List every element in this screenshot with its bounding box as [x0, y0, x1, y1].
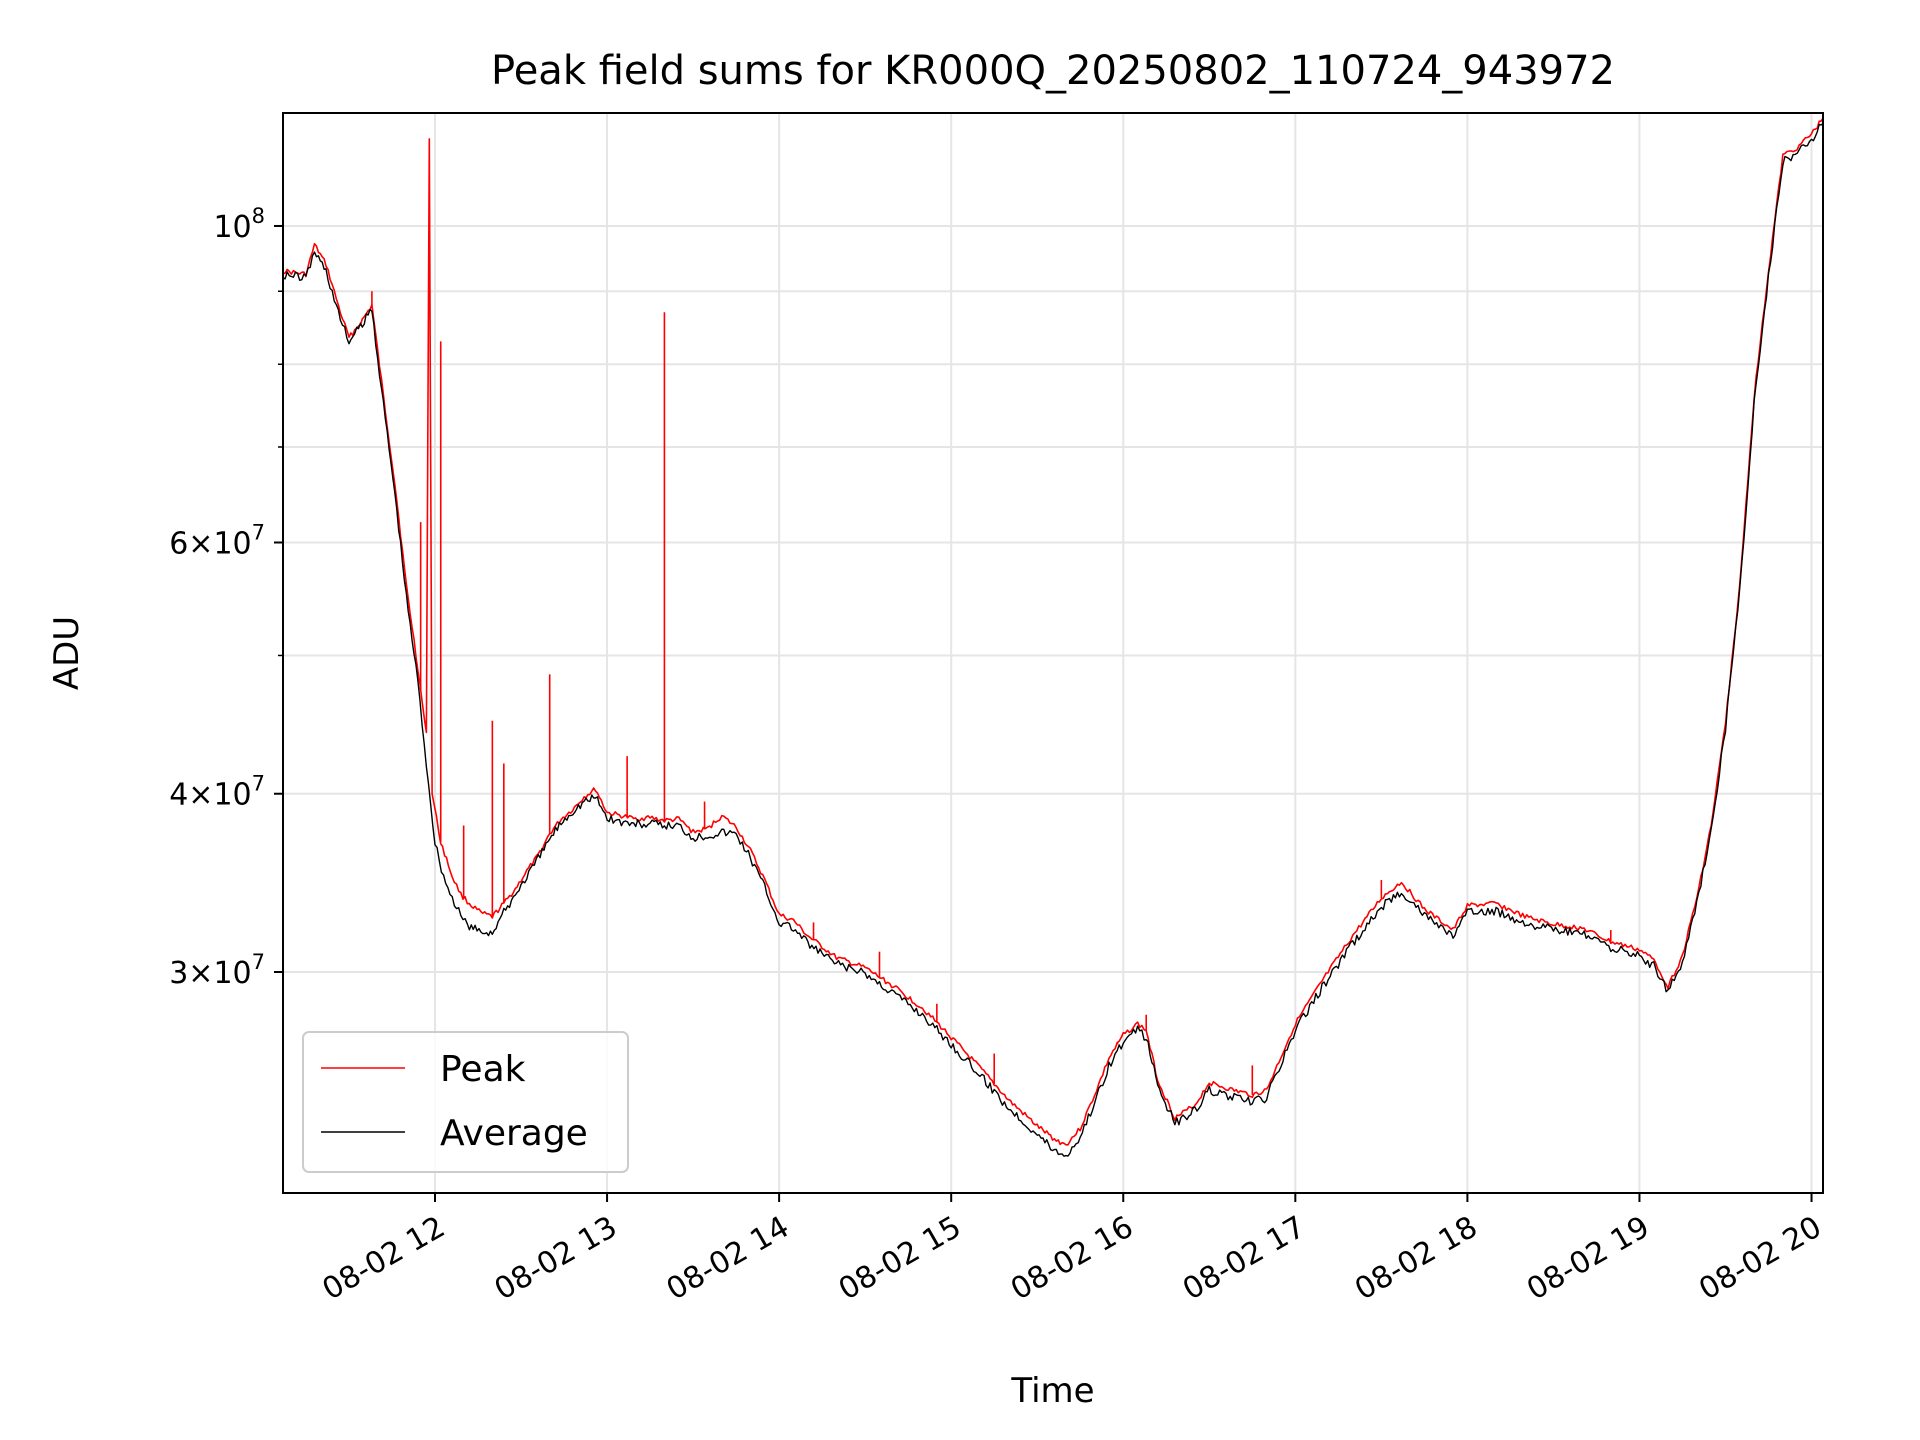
- y-tick-label: 108: [213, 204, 265, 245]
- y-tick-label: 4×107: [169, 772, 265, 813]
- y-tick-label: 3×107: [169, 950, 265, 991]
- plot-area: [283, 117, 1823, 1157]
- grid-layer: [283, 113, 1823, 1193]
- x-axis-title: Time: [1010, 1371, 1094, 1411]
- legend-box: [302, 1031, 629, 1173]
- y-tick-label: 6×107: [169, 520, 265, 561]
- y-axis-title: ADU: [47, 616, 87, 690]
- legend-label-average: Average: [440, 1113, 588, 1154]
- chart-title: Peak field sums for KR000Q_20250802_1107…: [491, 48, 1615, 94]
- y-axis: 3×107 4×107 6×107 108: [169, 204, 283, 991]
- plot-frame: [282, 112, 1824, 1194]
- series-line-average: [283, 122, 1823, 1157]
- series-layer: [283, 117, 1823, 1157]
- legend-label-peak: Peak: [440, 1049, 526, 1090]
- legend: Peak Average: [302, 1031, 629, 1173]
